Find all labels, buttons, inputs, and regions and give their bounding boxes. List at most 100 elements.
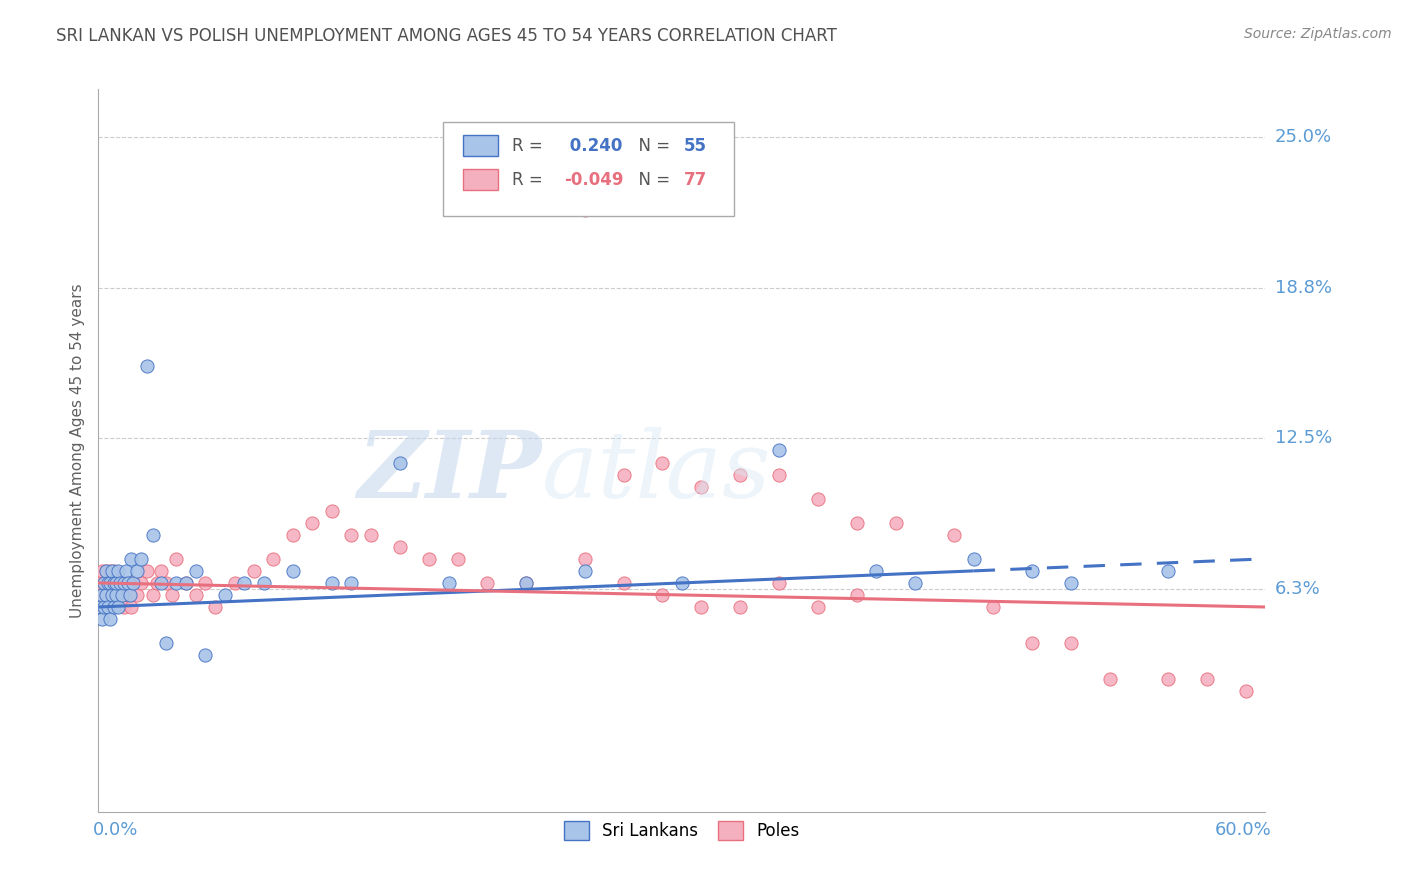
Point [477, 576, 499, 591]
Point [340, 576, 363, 591]
Point [613, 576, 636, 591]
Point [1021, 564, 1043, 578]
Point [184, 588, 207, 602]
Point [98, 564, 121, 578]
Point [943, 528, 966, 542]
Point [117, 576, 139, 591]
Point [111, 576, 134, 591]
Point [515, 576, 537, 591]
Point [93, 576, 115, 591]
Point [96, 564, 118, 578]
Point [142, 528, 165, 542]
Text: Source: ZipAtlas.com: Source: ZipAtlas.com [1244, 27, 1392, 41]
Point [1060, 576, 1083, 591]
Point [447, 551, 470, 566]
Point [89, 576, 111, 591]
Text: SRI LANKAN VS POLISH UNEMPLOYMENT AMONG AGES 45 TO 54 YEARS CORRELATION CHART: SRI LANKAN VS POLISH UNEMPLOYMENT AMONG … [56, 27, 837, 45]
Point [768, 576, 790, 591]
Point [93, 599, 115, 614]
Text: 55: 55 [685, 136, 707, 154]
Point [301, 516, 323, 530]
Text: 12.5%: 12.5% [1275, 429, 1333, 448]
Text: R =: R = [512, 170, 547, 188]
Point [981, 599, 1004, 614]
Text: atlas: atlas [541, 427, 772, 517]
Point [101, 588, 124, 602]
Point [321, 576, 343, 591]
Text: 6.3%: 6.3% [1275, 580, 1320, 598]
Point [574, 564, 596, 578]
Point [1060, 636, 1083, 650]
Point [1098, 673, 1121, 687]
Point [108, 588, 131, 602]
Point [97, 599, 120, 614]
Point [224, 576, 246, 591]
Point [136, 564, 159, 578]
Point [730, 599, 752, 614]
Point [146, 576, 169, 591]
Point [98, 612, 121, 626]
Point [194, 648, 217, 662]
Point [574, 202, 596, 217]
Point [98, 588, 121, 602]
Point [142, 588, 165, 602]
Point [91, 612, 114, 626]
Point [321, 503, 343, 517]
Point [97, 576, 120, 591]
Point [129, 576, 152, 591]
Point [98, 576, 121, 591]
Point [121, 551, 143, 566]
Point [104, 588, 127, 602]
Point [884, 516, 907, 530]
Point [807, 599, 830, 614]
Point [114, 564, 136, 578]
Text: 0.0%: 0.0% [93, 822, 138, 839]
Point [93, 576, 115, 591]
FancyBboxPatch shape [463, 136, 498, 156]
Point [360, 528, 382, 542]
Point [162, 588, 184, 602]
Point [89, 599, 111, 614]
Point [388, 455, 411, 469]
Text: 60.0%: 60.0% [1215, 822, 1271, 839]
Point [112, 599, 135, 614]
Point [101, 599, 124, 614]
Text: 0.240: 0.240 [564, 136, 623, 154]
Point [118, 588, 141, 602]
Point [91, 564, 114, 578]
Point [114, 576, 136, 591]
Point [104, 576, 127, 591]
Point [651, 588, 673, 602]
Point [97, 599, 120, 614]
Point [91, 588, 114, 602]
Point [340, 528, 363, 542]
Point [165, 576, 187, 591]
Point [122, 576, 145, 591]
Point [104, 588, 127, 602]
Point [101, 576, 124, 591]
Point [136, 359, 159, 373]
Point [388, 540, 411, 554]
Point [118, 576, 141, 591]
Point [117, 588, 139, 602]
Point [418, 551, 440, 566]
Point [437, 576, 460, 591]
Point [96, 588, 118, 602]
Point [101, 564, 124, 578]
Point [233, 576, 256, 591]
Point [1234, 684, 1257, 698]
Point [243, 564, 266, 578]
Point [89, 599, 111, 614]
Point [111, 588, 134, 602]
Point [107, 576, 129, 591]
Point [1157, 673, 1180, 687]
Point [122, 576, 145, 591]
Point [671, 576, 693, 591]
Point [768, 467, 790, 482]
Point [103, 588, 125, 602]
Point [730, 467, 752, 482]
Point [121, 599, 143, 614]
Point [155, 636, 177, 650]
Text: 18.8%: 18.8% [1275, 279, 1331, 297]
Point [1195, 673, 1218, 687]
